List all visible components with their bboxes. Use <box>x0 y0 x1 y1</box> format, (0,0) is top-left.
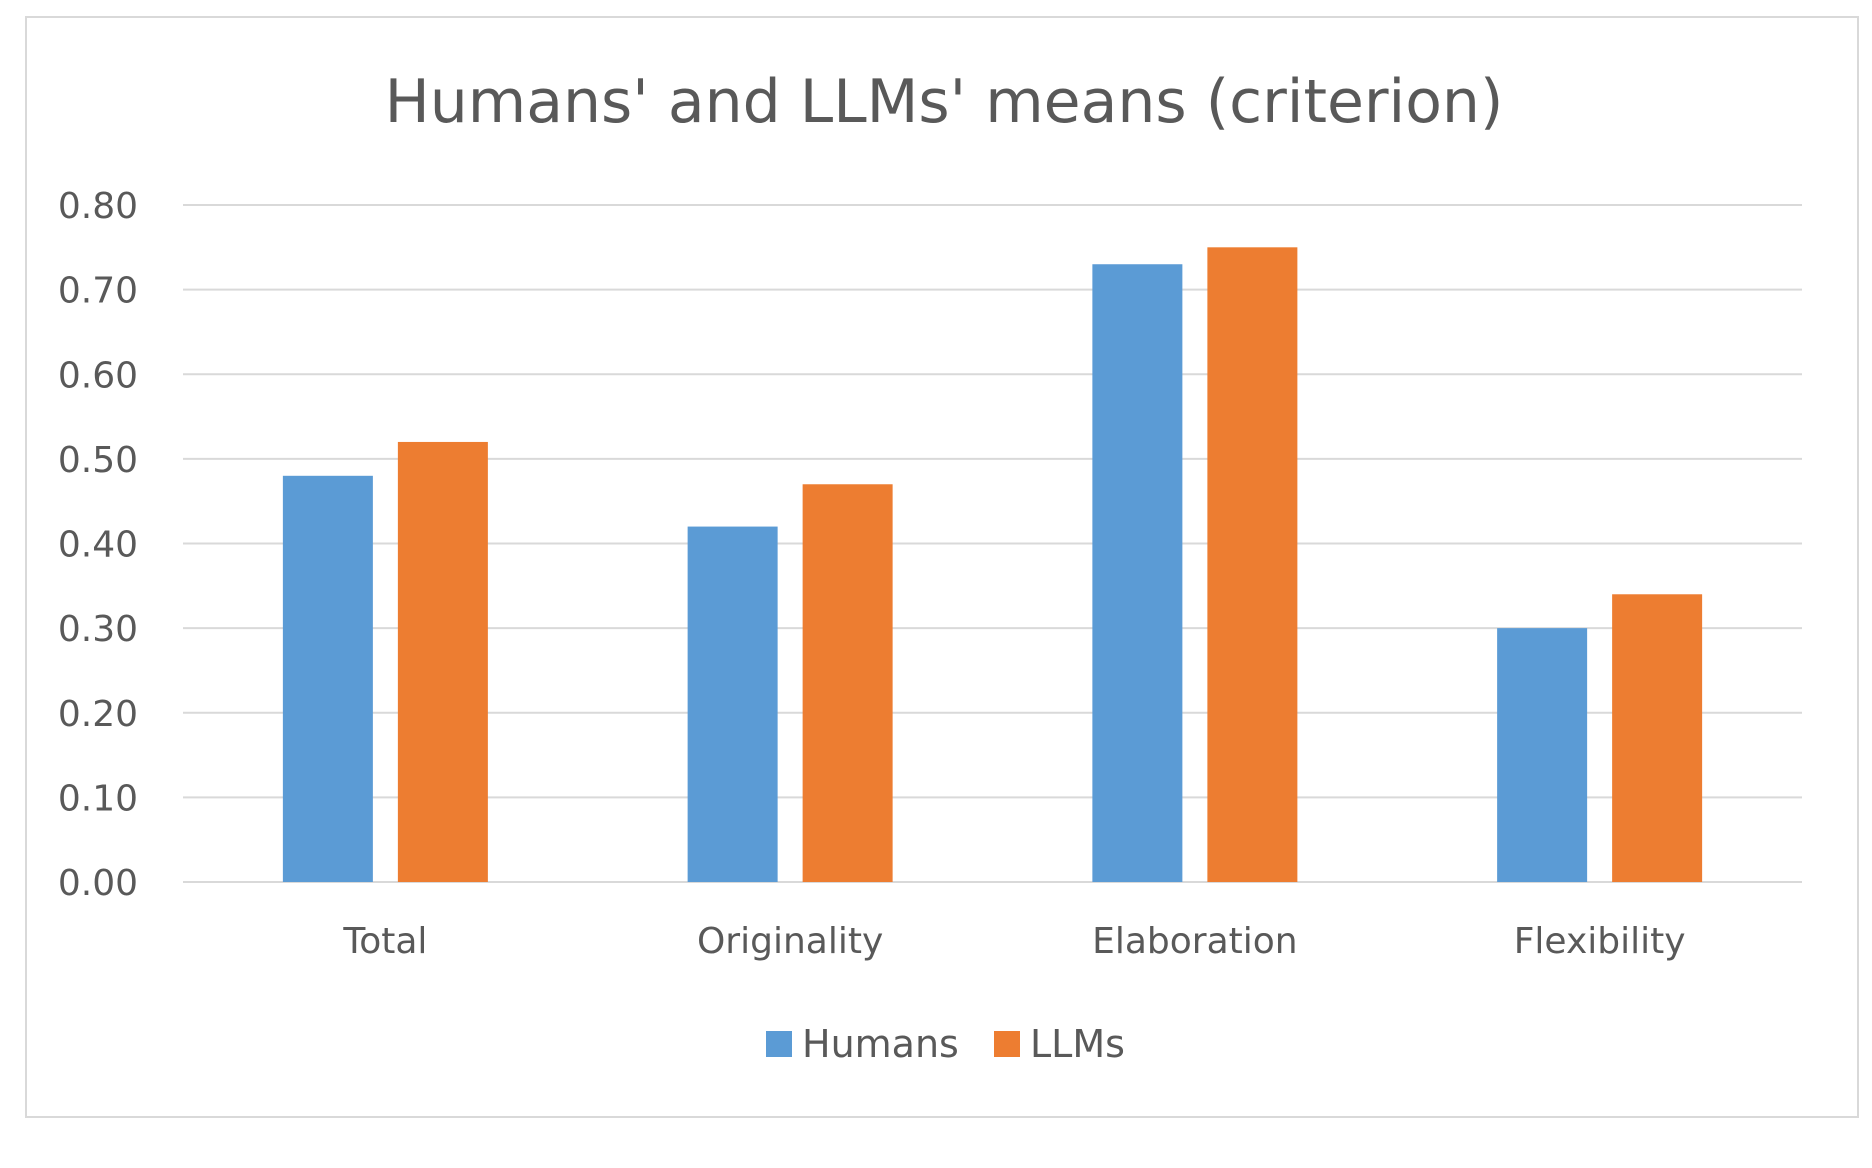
y-tick-label: 0.70 <box>58 271 138 312</box>
x-axis-ticks: Total Originality Elaboration Flexibility <box>342 921 1685 962</box>
y-tick-label: 0.80 <box>58 186 138 227</box>
bar-llms-originality <box>802 484 893 882</box>
chart-title: Humans' and LLMs' means (criterion) <box>385 67 1504 137</box>
y-tick-label: 0.60 <box>58 355 138 396</box>
y-tick-label: 0.30 <box>58 609 138 650</box>
bar-llms-total <box>397 441 488 882</box>
bar-humans-elaboration <box>1092 264 1183 882</box>
bar-humans-originality <box>687 526 778 882</box>
legend-label-llms: LLMs <box>1030 1022 1125 1066</box>
y-tick-label: 0.20 <box>58 694 138 735</box>
legend-label-humans: Humans <box>802 1022 959 1066</box>
y-tick-label: 0.40 <box>58 525 138 566</box>
x-tick-label: Elaboration <box>1092 921 1298 962</box>
x-tick-label: Total <box>342 921 427 962</box>
bar-llms-elaboration <box>1207 247 1298 882</box>
y-tick-label: 0.50 <box>58 440 138 481</box>
legend: Humans LLMs <box>766 1022 1125 1066</box>
bar-llms-flexibility <box>1612 594 1703 882</box>
bar-humans-flexibility <box>1497 628 1588 882</box>
y-tick-label: 0.00 <box>58 863 138 904</box>
bar-humans-total <box>282 475 373 882</box>
bars <box>282 247 1703 882</box>
y-axis-ticks: 0.00 0.10 0.20 0.30 0.40 0.50 0.60 0.70 0.80 <box>58 186 138 904</box>
x-tick-label: Flexibility <box>1514 921 1686 962</box>
y-tick-label: 0.10 <box>58 778 138 819</box>
legend-swatch-humans <box>766 1031 792 1057</box>
x-tick-label: Originality <box>697 921 883 962</box>
legend-swatch-llms <box>994 1031 1020 1057</box>
